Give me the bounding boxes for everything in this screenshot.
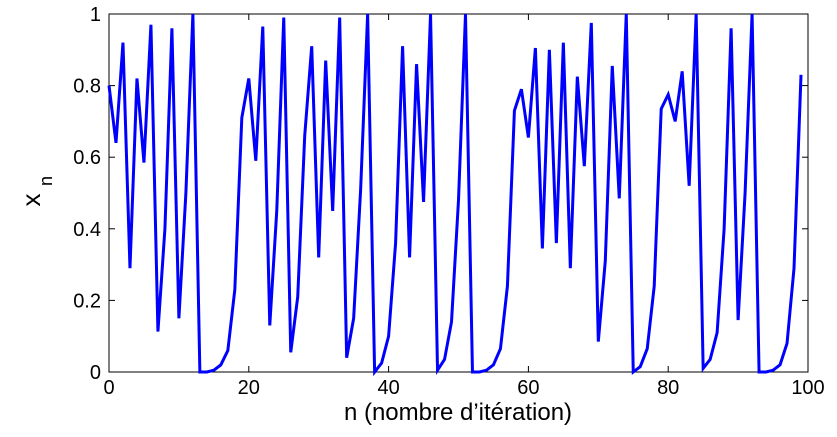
x-tick-label: 20 xyxy=(238,377,260,399)
y-tick-label: 0.4 xyxy=(73,219,101,241)
y-axis-label-main: x xyxy=(16,194,46,207)
y-tick-label: 0.2 xyxy=(73,290,101,312)
y-axis-label-subscript: n xyxy=(36,176,56,186)
y-tick-label: 1 xyxy=(90,4,101,26)
x-tick-label: 0 xyxy=(103,377,114,399)
axes-frame xyxy=(108,13,809,373)
x-tick-label: 60 xyxy=(517,377,539,399)
y-tick-label: 0.6 xyxy=(73,147,101,169)
x-axis-label: n (nombre d’itération) xyxy=(344,399,572,426)
y-axis-label: x n xyxy=(16,176,56,207)
x-tick-label: 80 xyxy=(657,377,679,399)
y-tick-label: 0 xyxy=(90,362,101,384)
x-tick-label: 40 xyxy=(377,377,399,399)
x-tick-label: 100 xyxy=(791,377,824,399)
data-line xyxy=(107,13,803,377)
y-tick-label: 0.8 xyxy=(73,76,101,98)
